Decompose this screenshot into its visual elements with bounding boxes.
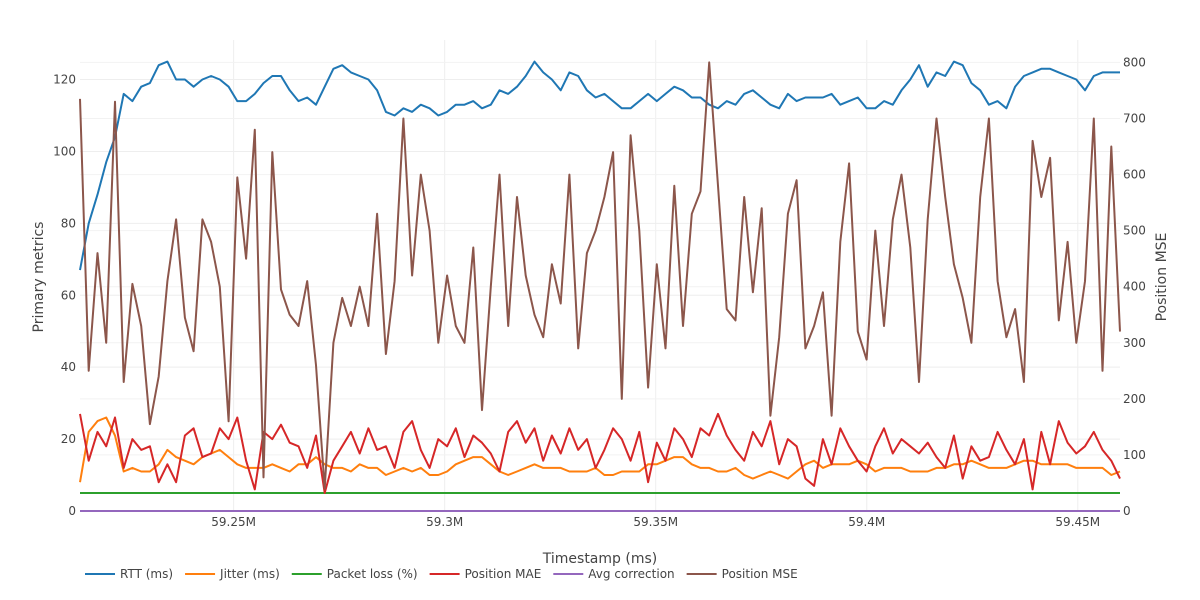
y-axis-title: Primary metrics: [31, 222, 47, 333]
y2-tick-label: 300: [1123, 336, 1146, 350]
y2-axis-title: Position MSE: [1154, 233, 1170, 322]
x-tick-label: 59.45M: [1055, 515, 1100, 529]
series-line-position-mse[interactable]: [79, 61, 1121, 490]
y2-tick-label: 600: [1123, 168, 1146, 182]
legend-item[interactable]: Position MAE: [429, 567, 542, 581]
legend-label: Packet loss (%): [327, 567, 418, 581]
x-tick-label: 59.35M: [633, 515, 678, 529]
y-tick-label: 100: [53, 144, 76, 158]
series-line-rtt-ms[interactable]: [79, 60, 1120, 271]
y-tick-label: 80: [61, 216, 76, 230]
legend-item[interactable]: Avg correction: [553, 567, 675, 581]
legend-item[interactable]: Position MSE: [686, 567, 798, 581]
y-tick-label: 120: [53, 73, 76, 87]
legend-label: Avg correction: [588, 567, 674, 581]
x-axis-title: Timestamp (ms): [542, 551, 657, 567]
y-tick-label: 60: [61, 288, 76, 302]
x-tick-label: 59.3M: [426, 515, 463, 529]
legend-label: Position MAE: [465, 567, 542, 581]
y2-tick-label: 100: [1123, 448, 1146, 462]
legend-label: Position MSE: [722, 567, 798, 581]
gridlines: [80, 40, 1120, 511]
x-axis: 59.25M 59.3M 59.35M 59.4M 59.45M: [211, 515, 1100, 529]
series-line-jitter-ms[interactable]: [79, 416, 1121, 483]
y2-tick-label: 700: [1123, 112, 1146, 126]
legend-item[interactable]: Jitter (ms): [185, 567, 280, 581]
legend-label: Jitter (ms): [219, 567, 280, 581]
y-tick-label: 0: [68, 504, 76, 518]
x-tick-label: 59.25M: [211, 515, 256, 529]
x-tick-label: 59.4M: [848, 515, 885, 529]
y-tick-label: 20: [61, 432, 76, 446]
legend-item[interactable]: Packet loss (%): [291, 567, 418, 581]
legend-label: RTT (ms): [120, 567, 173, 581]
y-axis-right: 0 100 200 300 400 500 600 700 800: [1123, 55, 1146, 518]
y2-tick-label: 500: [1123, 224, 1146, 238]
legend: RTT (ms) Jitter (ms) Packet loss (%) Positi…: [85, 567, 798, 581]
y2-tick-label: 200: [1123, 392, 1146, 406]
y-axis-left: 0 20 40 60 80 100 120: [53, 73, 76, 518]
y-tick-label: 40: [61, 360, 76, 374]
y2-tick-label: 0: [1123, 504, 1131, 518]
y2-tick-label: 800: [1123, 55, 1146, 69]
plot-area[interactable]: [79, 60, 1121, 512]
legend-item[interactable]: RTT (ms): [85, 567, 173, 581]
y2-tick-label: 400: [1123, 280, 1146, 294]
series-line-position-mae[interactable]: [79, 412, 1121, 494]
